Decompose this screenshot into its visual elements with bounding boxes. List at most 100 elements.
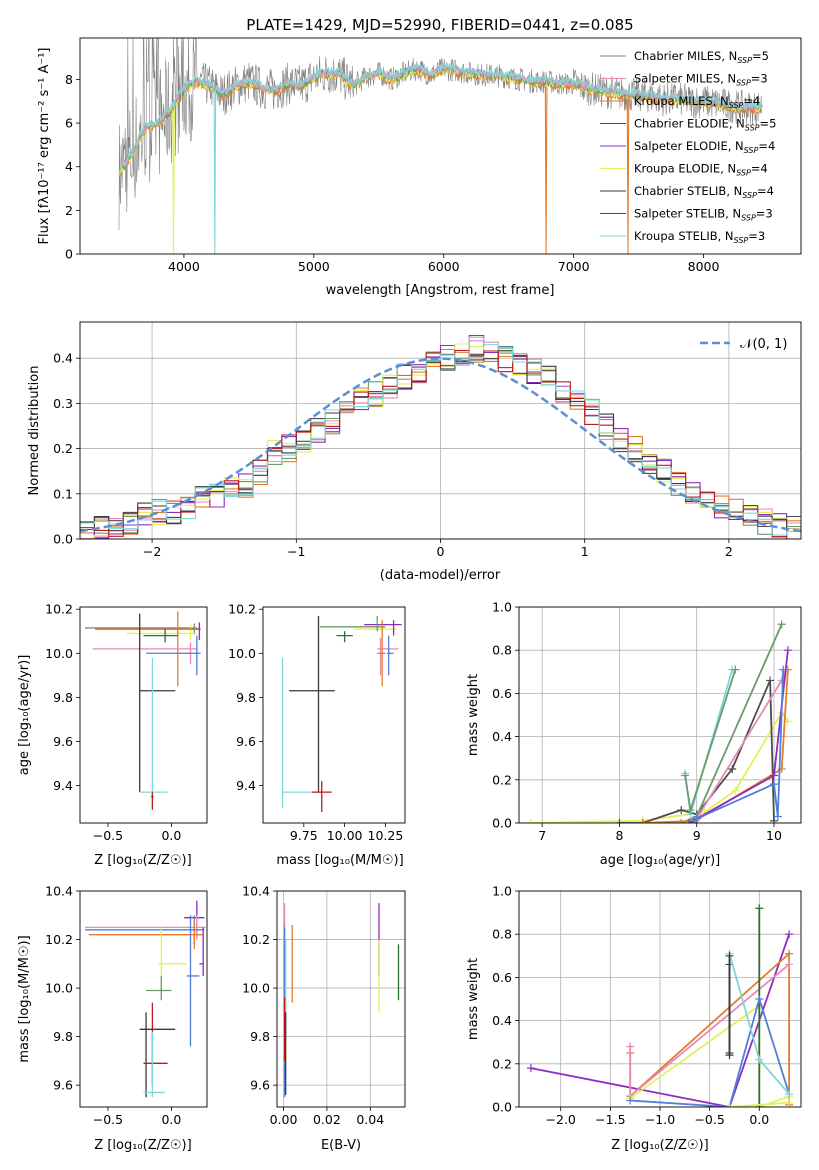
plot-area <box>519 891 801 1107</box>
x-tick-label: 8 <box>615 828 623 843</box>
x-tick-label: −0.5 <box>694 1112 724 1127</box>
weight-marker <box>684 819 693 823</box>
x-tick-label: 0.04 <box>356 1112 384 1127</box>
y-tick-label: 0 <box>65 247 73 262</box>
y-tick-label: 9.6 <box>250 1078 270 1093</box>
weight-line-kroupa_miles <box>642 669 789 823</box>
y-tick-label: 0.2 <box>492 772 512 787</box>
axes-frame <box>79 606 208 824</box>
x-tick-label: 0 <box>437 544 445 559</box>
x-tick-label: 4000 <box>168 259 200 274</box>
y-tick-label: 0.4 <box>53 351 73 366</box>
legend-entry: Salpeter MILES, NSSP=3 <box>634 72 768 88</box>
y-axis-label: mass [log₁₀(M/M☉)] <box>17 935 32 1062</box>
weight-marker <box>755 995 764 1003</box>
y-tick-label: 9.6 <box>53 1078 73 1093</box>
weight-marker <box>526 1064 535 1073</box>
x-tick-label: 7000 <box>558 259 590 274</box>
x-axis-label: wavelength [Angstrom, rest frame] <box>326 283 555 298</box>
figure-title: PLATE=1429, MJD=52990, FIBERID=0441, z=0… <box>246 16 633 34</box>
weight-marker <box>615 819 624 823</box>
weight-marker <box>725 1051 734 1060</box>
weight-line-chabrier_miles <box>684 669 737 811</box>
legend-entry: Chabrier ELODIE, NSSP=5 <box>634 117 776 133</box>
panel-1: −2 −1 0 1 2 0.0 0.1 0.2 0.3 0.4 𝒩(0, 1) (data-model… <box>27 321 802 583</box>
weight-marker <box>755 1055 764 1064</box>
y-tick-label: 10.0 <box>45 981 73 996</box>
y-tick-label: 9.8 <box>236 690 256 705</box>
panel-2: −0.5 0.0 9.4 9.6 9.8 10.0 10.2 Z [log₁₀(Z/Z☉)] a… <box>17 602 208 868</box>
legend-entry: Chabrier MILES, NSSP=5 <box>634 49 769 65</box>
x-tick-label: 9.75 <box>290 828 318 843</box>
x-tick-label: −0.5 <box>93 1112 123 1127</box>
x-tick-label: −0.5 <box>93 828 123 843</box>
weight-marker <box>769 771 778 780</box>
weight-marker <box>526 819 535 823</box>
weight-marker <box>638 819 647 823</box>
weight-marker <box>766 676 775 685</box>
axes-frame <box>518 890 802 1108</box>
x-tick-label: −2 <box>143 544 161 559</box>
y-tick-label: 10.2 <box>242 932 270 947</box>
weight-marker <box>779 665 788 674</box>
model-spectrum-kroupa_stelib <box>118 61 763 254</box>
y-axis-label: mass weight <box>466 674 481 756</box>
x-tick-label: 10.25 <box>368 828 404 843</box>
x-tick-label: −1 <box>287 544 305 559</box>
weight-marker <box>725 1103 734 1107</box>
y-axis-label: mass weight <box>466 958 481 1040</box>
legend-entry: Salpeter ELODIE, NSSP=4 <box>634 139 775 155</box>
x-tick-label: 5000 <box>298 259 330 274</box>
x-tick-label: 0.0 <box>161 828 181 843</box>
histogram-kroupa_stelib <box>80 336 801 536</box>
y-tick-label: 0.1 <box>53 486 73 501</box>
weight-line-salpeter_elodie <box>530 933 790 1107</box>
weight-marker <box>777 620 786 629</box>
weight-line-kroupa_stelib <box>684 669 734 815</box>
legend-entry: Salpeter STELIB, NSSP=3 <box>634 207 773 223</box>
weight-marker <box>785 1090 794 1099</box>
y-tick-label: 1.0 <box>492 884 512 899</box>
y-tick-label: 0.6 <box>492 970 512 985</box>
weight-marker <box>626 1042 635 1051</box>
histogram-salpeter_elodie <box>80 335 801 539</box>
x-tick-label: −1.5 <box>595 1112 625 1127</box>
weight-marker <box>728 765 737 773</box>
x-axis-label: Z [log₁₀(Z/Z☉)] <box>94 1138 191 1153</box>
y-axis-label: Flux [fλ10⁻¹⁷ erg cm⁻² s⁻¹ A⁻¹] <box>37 48 52 245</box>
y-tick-label: 0.3 <box>53 396 73 411</box>
axes-frame <box>79 890 208 1108</box>
weight-marker <box>755 904 764 913</box>
weight-marker <box>769 816 778 823</box>
legend-entry: 𝒩(0, 1) <box>740 337 787 352</box>
x-tick-label: −1.0 <box>645 1112 675 1127</box>
y-axis-label: Normed distribution <box>27 366 42 496</box>
weight-line-kroupa_elodie <box>729 1101 790 1107</box>
y-tick-label: 0.0 <box>492 816 512 831</box>
plot-area <box>118 38 763 254</box>
weight-line-series_blue <box>630 995 790 1107</box>
y-tick-label: 9.4 <box>236 778 256 793</box>
legend-entry: Kroupa STELIB, NSSP=3 <box>634 229 765 245</box>
weight-line-kroupa_elodie <box>530 711 789 823</box>
weight-marker <box>686 806 695 815</box>
y-tick-label: 0.4 <box>492 1013 512 1028</box>
x-tick-label: 2 <box>725 544 733 559</box>
weight-marker <box>783 646 792 655</box>
y-tick-label: 9.8 <box>250 1029 270 1044</box>
axes-frame <box>79 321 802 540</box>
x-tick-label: 0.0 <box>749 1112 769 1127</box>
panel-7: −2.0 −1.5 −1.0 −0.5 0.0 0.0 0.2 0.4 0.6 0.8 1.0 Z [… <box>466 884 802 1153</box>
weight-marker <box>785 960 794 969</box>
y-tick-label: 10.4 <box>242 884 270 899</box>
weight-marker <box>677 819 686 823</box>
x-tick-label: −2.0 <box>546 1112 576 1127</box>
y-tick-label: 9.8 <box>53 690 73 705</box>
y-tick-label: 9.6 <box>236 734 256 749</box>
weight-marker <box>769 780 778 789</box>
weight-marker <box>677 806 686 815</box>
plot-area <box>85 900 206 1098</box>
weight-marker <box>725 951 734 960</box>
panel-6: 0.00 0.02 0.04 9.6 9.8 10.0 10.2 10.4 E(B-V) <box>242 884 406 1153</box>
x-tick-label: 1 <box>581 544 589 559</box>
